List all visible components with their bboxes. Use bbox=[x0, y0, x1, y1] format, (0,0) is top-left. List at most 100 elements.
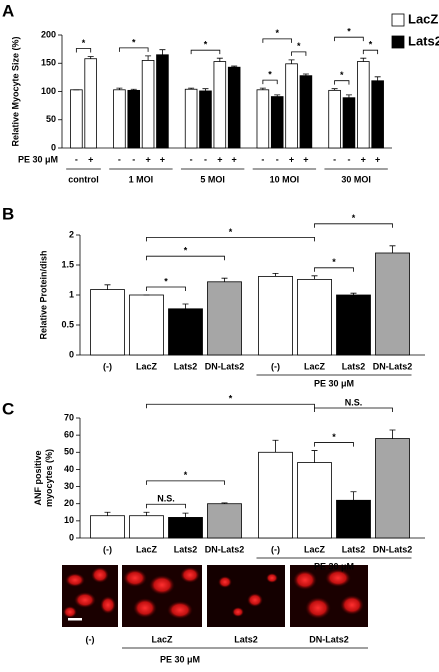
error-bar bbox=[374, 76, 381, 81]
error-bar bbox=[130, 88, 137, 91]
group-label: PE 30 μM bbox=[314, 378, 354, 388]
bar bbox=[375, 438, 410, 539]
error-bar bbox=[182, 512, 189, 518]
y-tick-label: 2 bbox=[69, 229, 74, 239]
bar bbox=[156, 54, 169, 149]
significance-bracket bbox=[314, 442, 354, 447]
x-tick-label: DN-Lats2 bbox=[205, 544, 245, 554]
error-bar bbox=[259, 87, 266, 90]
bar bbox=[297, 278, 332, 356]
bar bbox=[371, 80, 384, 149]
cells bbox=[63, 567, 116, 618]
x-tick-label: LacZ bbox=[136, 544, 158, 554]
cells bbox=[293, 569, 364, 619]
significance-bracket bbox=[314, 223, 393, 228]
group-label: control bbox=[68, 174, 99, 184]
pe-sign: - bbox=[190, 154, 193, 164]
significance-label: * bbox=[268, 69, 272, 79]
y-tick-label: 50 bbox=[46, 114, 56, 124]
y-tick-label: 50 bbox=[64, 447, 74, 457]
significance-bracket bbox=[146, 255, 225, 261]
error-bar bbox=[221, 502, 228, 504]
micrograph-label: Lats2 bbox=[234, 634, 258, 644]
error-bar bbox=[360, 57, 367, 62]
pe-sign: + bbox=[160, 154, 165, 164]
significance-label: * bbox=[369, 40, 373, 50]
group-label: 30 MOI bbox=[341, 174, 371, 184]
error-bar bbox=[389, 429, 396, 439]
bar bbox=[299, 75, 313, 149]
pe-sign: - bbox=[132, 154, 135, 164]
pe-sign: + bbox=[289, 154, 294, 164]
bar bbox=[129, 515, 164, 539]
error-bar bbox=[350, 491, 357, 501]
bar bbox=[270, 96, 284, 149]
group-label: 1 MOI bbox=[129, 174, 154, 184]
error-bar bbox=[311, 450, 318, 463]
y-tick-label: 100 bbox=[41, 86, 56, 96]
x-tick-label: Lats2 bbox=[342, 361, 366, 371]
significance-bracket bbox=[314, 407, 393, 412]
bar bbox=[342, 97, 356, 149]
row-label: PE 30 μM bbox=[18, 154, 58, 164]
error-bar bbox=[143, 511, 150, 516]
error-bar bbox=[389, 245, 396, 253]
micrograph-group-label: PE 30 μM bbox=[160, 654, 200, 664]
significance-label: * bbox=[332, 432, 336, 442]
significance-label: * bbox=[347, 27, 351, 37]
pe-sign: + bbox=[232, 154, 237, 164]
error-bar bbox=[104, 511, 111, 516]
bar bbox=[184, 88, 198, 149]
y-tick-label: 0.5 bbox=[61, 319, 74, 329]
x-tick-label: Lats2 bbox=[342, 544, 366, 554]
x-tick-label: LacZ bbox=[304, 361, 326, 371]
significance-bracket bbox=[146, 403, 315, 409]
group-label: PE 30 μM bbox=[314, 561, 354, 571]
panel-label: A bbox=[2, 1, 14, 20]
y-axis-label: myocytes (%) bbox=[44, 449, 54, 507]
y-axis-label: ANF positive bbox=[33, 450, 43, 505]
scale-bar bbox=[68, 618, 82, 621]
y-tick-label: 20 bbox=[64, 498, 74, 508]
significance-label: N.S. bbox=[345, 397, 363, 407]
significance-bracket bbox=[75, 48, 92, 53]
pe-sign: - bbox=[347, 154, 350, 164]
bar bbox=[207, 503, 242, 539]
error-bar bbox=[145, 55, 152, 61]
bar bbox=[357, 61, 370, 149]
legend-label: LacZ bbox=[408, 11, 438, 26]
bar bbox=[127, 89, 141, 149]
pe-sign: + bbox=[361, 154, 366, 164]
group-label: 10 MOI bbox=[270, 174, 300, 184]
bar bbox=[336, 294, 371, 356]
significance-bracket bbox=[146, 503, 186, 509]
bar bbox=[90, 515, 125, 539]
significance-bracket bbox=[334, 80, 350, 85]
pe-sign: - bbox=[204, 154, 207, 164]
y-tick-label: 60 bbox=[64, 430, 74, 440]
error-bar bbox=[272, 273, 279, 277]
pe-sign: + bbox=[375, 154, 380, 164]
bar bbox=[168, 308, 203, 356]
bar bbox=[84, 58, 97, 149]
y-tick-label: 70 bbox=[64, 412, 74, 422]
bar bbox=[199, 90, 212, 149]
panel-label: B bbox=[2, 204, 14, 223]
micrograph-label: (-) bbox=[86, 634, 95, 644]
error-bar bbox=[104, 284, 111, 290]
error-bar bbox=[274, 94, 281, 97]
pe-sign: - bbox=[276, 154, 279, 164]
panel-label: C bbox=[2, 399, 14, 418]
pe-sign: + bbox=[145, 154, 150, 164]
micrograph-label: LacZ bbox=[151, 634, 173, 644]
significance-bracket bbox=[334, 36, 364, 42]
pe-sign: - bbox=[333, 154, 336, 164]
cells bbox=[218, 573, 278, 617]
y-tick-label: 0 bbox=[69, 349, 74, 359]
bar bbox=[113, 89, 126, 149]
y-tick-label: 1 bbox=[69, 289, 74, 299]
bar bbox=[297, 462, 332, 539]
significance-label: * bbox=[184, 246, 188, 256]
significance-label: * bbox=[204, 40, 208, 50]
